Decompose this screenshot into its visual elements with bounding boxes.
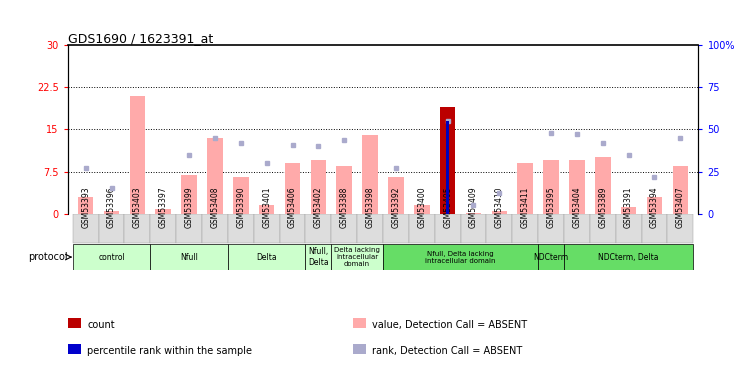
Text: protocol: protocol — [29, 252, 68, 262]
Text: control: control — [98, 253, 125, 262]
Bar — [564, 214, 590, 243]
Text: GSM53393: GSM53393 — [81, 187, 90, 228]
Bar — [641, 214, 668, 243]
Bar — [228, 244, 306, 270]
Bar — [336, 166, 352, 214]
Bar — [73, 214, 98, 243]
Bar — [130, 96, 145, 214]
Bar — [383, 214, 409, 243]
Text: GSM53391: GSM53391 — [624, 187, 633, 228]
Text: Delta lacking
intracellular
domain: Delta lacking intracellular domain — [334, 247, 380, 267]
Bar — [181, 176, 197, 214]
Bar — [512, 214, 538, 243]
Text: GSM53392: GSM53392 — [391, 187, 400, 228]
Bar — [98, 214, 125, 243]
Text: GSM53402: GSM53402 — [314, 187, 323, 228]
Bar — [590, 214, 616, 243]
Text: GSM53408: GSM53408 — [210, 187, 219, 228]
Text: GSM53409: GSM53409 — [469, 187, 478, 228]
Bar — [388, 177, 404, 214]
Bar — [78, 197, 93, 214]
Text: GSM53407: GSM53407 — [676, 187, 685, 228]
Bar — [279, 214, 306, 243]
Bar — [306, 244, 331, 270]
Bar — [668, 214, 693, 243]
Bar — [383, 244, 538, 270]
Text: GSM53399: GSM53399 — [185, 187, 194, 228]
Bar — [233, 177, 249, 214]
Bar — [331, 214, 357, 243]
Text: rank, Detection Call = ABSENT: rank, Detection Call = ABSENT — [372, 346, 523, 356]
Bar — [155, 209, 171, 214]
Bar — [616, 214, 641, 243]
Text: Nfull, Delta lacking
intracellular domain: Nfull, Delta lacking intracellular domai… — [425, 251, 496, 264]
Bar — [331, 244, 383, 270]
Text: GSM53400: GSM53400 — [418, 187, 427, 228]
Bar — [543, 160, 559, 214]
Bar — [409, 214, 435, 243]
Text: Nfull: Nfull — [180, 253, 198, 262]
Bar — [569, 160, 585, 214]
Text: GSM53398: GSM53398 — [366, 187, 375, 228]
Bar — [306, 214, 331, 243]
Text: GSM53406: GSM53406 — [288, 187, 297, 228]
Bar — [460, 214, 487, 243]
Bar — [440, 107, 455, 214]
Text: value, Detection Call = ABSENT: value, Detection Call = ABSENT — [372, 320, 528, 330]
Bar — [595, 158, 611, 214]
Bar — [150, 214, 176, 243]
Bar — [311, 160, 326, 214]
Text: GSM53397: GSM53397 — [158, 187, 167, 228]
Text: percentile rank within the sample: percentile rank within the sample — [87, 346, 252, 356]
Bar — [564, 244, 693, 270]
Text: GSM53389: GSM53389 — [599, 187, 608, 228]
Text: GSM53410: GSM53410 — [495, 187, 504, 228]
Bar — [647, 197, 662, 214]
Bar — [202, 214, 228, 243]
Bar — [538, 214, 564, 243]
Text: GSM53390: GSM53390 — [237, 187, 246, 228]
Text: GSM53395: GSM53395 — [547, 187, 556, 228]
Bar — [517, 163, 533, 214]
Bar — [492, 211, 507, 214]
Text: NDCterm, Delta: NDCterm, Delta — [599, 253, 659, 262]
Bar — [466, 213, 481, 214]
Text: NDCterm: NDCterm — [533, 253, 569, 262]
Bar — [621, 207, 636, 214]
Bar — [435, 214, 460, 243]
Text: GSM53401: GSM53401 — [262, 187, 271, 228]
Text: GSM53396: GSM53396 — [107, 187, 116, 228]
Bar — [104, 211, 119, 214]
Text: Delta: Delta — [256, 253, 277, 262]
Bar — [414, 205, 430, 214]
Text: GSM53404: GSM53404 — [572, 187, 581, 228]
Text: GSM53394: GSM53394 — [650, 187, 659, 228]
Bar — [446, 121, 449, 214]
Text: Nfull,
Delta: Nfull, Delta — [308, 248, 329, 267]
Bar — [73, 244, 150, 270]
Text: GSM53405: GSM53405 — [443, 187, 452, 228]
Text: GSM53403: GSM53403 — [133, 187, 142, 228]
Text: GSM53388: GSM53388 — [339, 187, 348, 228]
Bar — [207, 138, 223, 214]
Bar — [228, 214, 254, 243]
Bar — [285, 163, 300, 214]
Bar — [357, 214, 383, 243]
Bar — [259, 205, 274, 214]
Bar — [176, 214, 202, 243]
Bar — [538, 244, 564, 270]
Text: count: count — [87, 320, 115, 330]
Bar — [125, 214, 150, 243]
Bar — [362, 135, 378, 214]
Text: GDS1690 / 1623391_at: GDS1690 / 1623391_at — [68, 32, 213, 45]
Bar — [673, 166, 688, 214]
Bar — [487, 214, 512, 243]
Text: GSM53411: GSM53411 — [520, 187, 529, 228]
Bar — [254, 214, 279, 243]
Bar — [150, 244, 228, 270]
